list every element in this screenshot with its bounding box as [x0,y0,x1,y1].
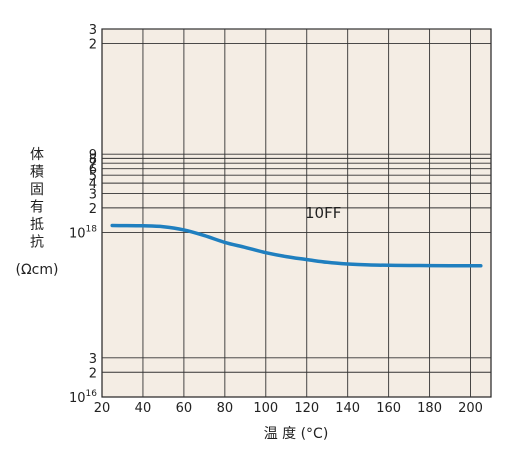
x-axis-label: 温 度 (°C) [264,426,329,442]
y-axis-label-char: 抗 [30,235,44,251]
y-axis-label-char: 固 [30,182,44,198]
x-tick-label: 100 [253,401,278,416]
series-line-10ff [110,223,483,268]
plot-area [101,28,492,398]
y-axis-label-char: 有 [30,200,44,216]
y-tick-label: 1018 [69,225,97,242]
y-tick-exponent: 18 [86,225,98,235]
x-tick-label: 200 [458,401,483,416]
y-tick-label: 7 [89,157,97,172]
y-tick-label: 4 [89,177,97,192]
y-axis-label-char: 抵 [30,217,44,233]
y-tick-label: 3 [89,352,97,367]
y-axis-label-char: 体 [30,147,44,163]
y-tick-label: 2 [89,366,97,381]
x-axis-ticks: 20 40 60 80 100 120 140 160 180 200 [94,401,483,416]
y-tick-label: 2 [89,202,97,217]
x-tick-label: 80 [217,401,234,416]
x-tick-label: 160 [376,401,401,416]
y-tick-base: 10 [69,391,86,406]
y-axis-label-char: 積 [30,165,44,181]
y-tick-label: 3 [89,23,97,38]
x-tick-label: 60 [176,401,193,416]
x-tick-label: 140 [335,401,360,416]
y-axis-unit: (Ωcm) [16,262,59,278]
x-tick-label: 180 [417,401,442,416]
y-tick-label: 8 [89,152,97,167]
y-tick-base: 10 [69,227,86,242]
y-tick-label: 9 [89,148,97,163]
y-tick-label: 2 [89,37,97,52]
x-tick-label: 20 [94,401,111,416]
y-tick-label: 6 [89,163,97,178]
series-label-10ff: 10FF [305,204,341,222]
grid [102,28,491,397]
y-tick-label: 3 [89,187,97,202]
x-tick-label: 40 [135,401,152,416]
y-tick-label: 1016 [69,389,97,406]
x-tick-label: 120 [294,401,319,416]
y-tick-label: 5 [89,169,97,184]
y-tick-exponent: 16 [86,389,98,399]
